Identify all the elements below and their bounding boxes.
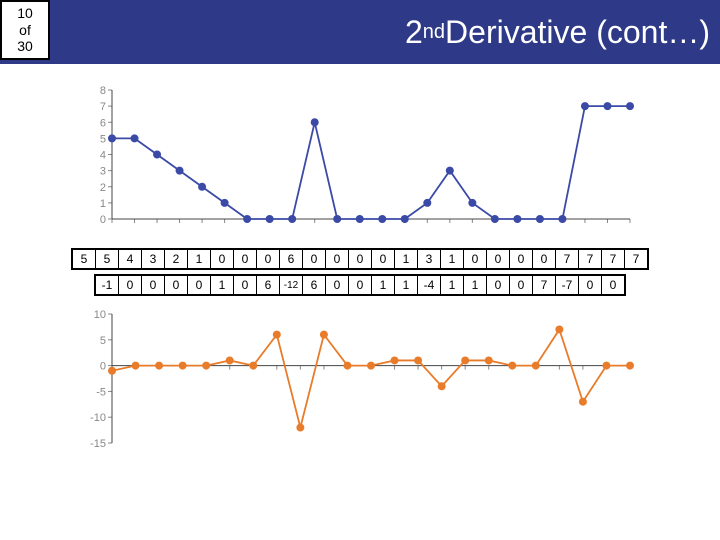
slide-content: 012345678 5543210006000013100007777 -100… bbox=[0, 82, 720, 466]
table-cell: 2 bbox=[165, 249, 188, 269]
svg-text:5: 5 bbox=[100, 133, 106, 145]
table-cell: 0 bbox=[142, 275, 165, 295]
counter-current: 10 bbox=[17, 5, 33, 22]
table-cell: 0 bbox=[372, 249, 395, 269]
svg-text:-5: -5 bbox=[96, 386, 106, 398]
counter-word: of bbox=[19, 22, 31, 39]
table-cell: 0 bbox=[188, 275, 211, 295]
table-cell: 0 bbox=[326, 249, 349, 269]
table-cell: 7 bbox=[556, 249, 579, 269]
title-superscript: nd bbox=[423, 21, 445, 44]
table-cell: 0 bbox=[234, 249, 257, 269]
table-cell: 1 bbox=[372, 275, 395, 295]
table-cell: 6 bbox=[303, 275, 326, 295]
table-cell: 0 bbox=[510, 249, 533, 269]
table-cell: 0 bbox=[533, 249, 556, 269]
svg-text:10: 10 bbox=[94, 309, 106, 321]
table-cell: 0 bbox=[579, 275, 602, 295]
title-rest: Derivative (cont…) bbox=[445, 14, 710, 51]
table-cell: 0 bbox=[602, 275, 626, 295]
svg-text:8: 8 bbox=[100, 85, 106, 97]
table-cell: 3 bbox=[142, 249, 165, 269]
table-cell: 0 bbox=[326, 275, 349, 295]
table-cell: 7 bbox=[625, 249, 649, 269]
svg-text:3: 3 bbox=[100, 166, 106, 178]
table-cell: 0 bbox=[165, 275, 188, 295]
secondary-diff-table: -10000106-1260011-411007-700 bbox=[94, 274, 626, 296]
table-cell: 1 bbox=[188, 249, 211, 269]
top-chart-wrap: 0 1 2 3 4 5 6 7 8 bbox=[80, 82, 660, 242]
table-cell: 0 bbox=[349, 249, 372, 269]
svg-text:7: 7 bbox=[100, 101, 106, 113]
slide-counter: 10 of 30 bbox=[0, 0, 50, 60]
svg-text:-15: -15 bbox=[90, 438, 106, 450]
svg-text:0: 0 bbox=[100, 214, 106, 226]
svg-text:-10: -10 bbox=[90, 412, 106, 424]
slide-title: 2nd Derivative (cont…) bbox=[60, 0, 710, 64]
table-cell: 4 bbox=[119, 249, 142, 269]
table-cell: 1 bbox=[211, 275, 234, 295]
table-cell: 1 bbox=[441, 275, 464, 295]
table-cell: 7 bbox=[579, 249, 602, 269]
table-cell: 0 bbox=[464, 249, 487, 269]
table-cell: 0 bbox=[234, 275, 257, 295]
table-cell: -1 bbox=[95, 275, 119, 295]
table-cell: 1 bbox=[395, 249, 418, 269]
table-cell: 0 bbox=[510, 275, 533, 295]
table-cell: 1 bbox=[441, 249, 464, 269]
table-cell: 6 bbox=[257, 275, 280, 295]
svg-text:0: 0 bbox=[100, 361, 106, 373]
svg-text:5: 5 bbox=[100, 335, 106, 347]
table-cell: -4 bbox=[418, 275, 441, 295]
table-cell: 6 bbox=[280, 249, 303, 269]
counter-total: 30 bbox=[17, 38, 33, 55]
bottom-chart-wrap: -15 -10 -5 0 5 10 bbox=[80, 306, 660, 466]
table-cell: 0 bbox=[349, 275, 372, 295]
table-cell: 0 bbox=[487, 249, 510, 269]
table-cell: 7 bbox=[533, 275, 556, 295]
table-cell: 1 bbox=[464, 275, 487, 295]
primary-data-table: 5543210006000013100007777 bbox=[71, 248, 649, 270]
svg-text:6: 6 bbox=[100, 117, 106, 129]
table-cell: 0 bbox=[211, 249, 234, 269]
table-cell: 0 bbox=[257, 249, 280, 269]
top-line-chart: 0 1 2 3 4 5 6 7 8 bbox=[80, 82, 640, 237]
table-cell: 1 bbox=[395, 275, 418, 295]
svg-text:1: 1 bbox=[100, 198, 106, 210]
table-cell: 3 bbox=[418, 249, 441, 269]
title-prefix: 2 bbox=[405, 14, 423, 51]
table-cell: 5 bbox=[72, 249, 96, 269]
table-cell: 0 bbox=[487, 275, 510, 295]
table-cell: 0 bbox=[303, 249, 326, 269]
table-cell: 0 bbox=[119, 275, 142, 295]
table-cell: -7 bbox=[556, 275, 579, 295]
bottom-line-chart: -15 -10 -5 0 5 10 bbox=[80, 306, 640, 461]
table-cell: 7 bbox=[602, 249, 625, 269]
svg-text:4: 4 bbox=[100, 150, 106, 162]
table-cell: 5 bbox=[96, 249, 119, 269]
slide-header: 10 of 30 2nd Derivative (cont…) bbox=[0, 0, 720, 64]
table-cell: -12 bbox=[280, 275, 303, 295]
svg-text:2: 2 bbox=[100, 182, 106, 194]
